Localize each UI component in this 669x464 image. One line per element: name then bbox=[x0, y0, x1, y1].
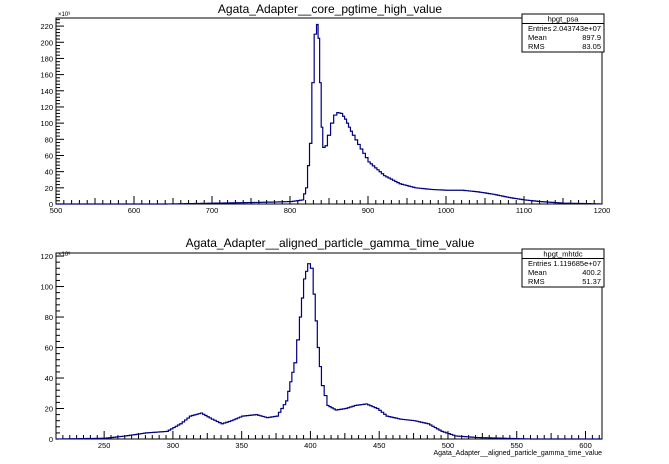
stats-row-value: 897.9 bbox=[582, 33, 601, 42]
stats-row-label: Mean bbox=[528, 33, 547, 42]
y-tick-label: 140 bbox=[40, 87, 53, 96]
y-tick-label: 100 bbox=[40, 283, 53, 292]
x-tick-label: 600 bbox=[579, 441, 592, 450]
y-tick-label: 100 bbox=[40, 119, 53, 128]
y-tick-label: 120 bbox=[40, 252, 53, 261]
x-tick-label: 450 bbox=[373, 441, 386, 450]
y-tick-label: 40 bbox=[45, 168, 53, 177]
x-tick-label: 800 bbox=[284, 206, 297, 215]
x-tick-label: 700 bbox=[206, 206, 219, 215]
y-exponent-bottom: ×10³ bbox=[58, 252, 70, 258]
stats-row-value: 83.05 bbox=[582, 42, 601, 51]
histogram-series-top bbox=[56, 23, 603, 205]
x-tick-label: 550 bbox=[510, 441, 523, 450]
x-tick-label: 500 bbox=[50, 206, 63, 215]
y-tick-label: 120 bbox=[40, 103, 53, 112]
histogram-series-bottom bbox=[56, 263, 602, 440]
y-tick-label: 0 bbox=[49, 200, 53, 209]
x-tick-label: 1100 bbox=[516, 206, 532, 215]
y-axis-bottom: 0 20 40 60 80 100 120 bbox=[40, 252, 64, 444]
y-tick-label: 0 bbox=[49, 435, 53, 444]
plot-frame-top bbox=[55, 17, 603, 205]
y-tick-label: 200 bbox=[40, 38, 53, 47]
stats-row-label: RMS bbox=[528, 42, 545, 51]
y-tick-label: 80 bbox=[45, 135, 53, 144]
x-tick-label: 600 bbox=[128, 206, 141, 215]
panel-bottom: Agata_Adapter__aligned_particle_gamma_ti… bbox=[40, 236, 605, 457]
panel-top: Agata_Adapter__core_pgtime_high_value 0 2… bbox=[40, 2, 610, 215]
x-axis-label-bottom: Agata_Adapter__aligned_particle_gamma_ti… bbox=[433, 450, 602, 457]
chart-title-top: Agata_Adapter__core_pgtime_high_value bbox=[218, 2, 442, 16]
stats-row-label: Entries bbox=[528, 259, 552, 268]
stats-box-name: hpgt_mhtdc bbox=[543, 250, 582, 259]
y-tick-label: 20 bbox=[45, 184, 53, 193]
stats-row-label: Entries bbox=[528, 24, 552, 33]
y-tick-label: 60 bbox=[45, 151, 53, 160]
stats-row-label: Mean bbox=[528, 268, 547, 277]
stats-row-value: 51.37 bbox=[582, 277, 601, 286]
stats-box-name: hpgt_psa bbox=[548, 15, 580, 24]
x-tick-label: 500 bbox=[442, 441, 455, 450]
x-tick-label: 1000 bbox=[438, 206, 455, 215]
x-tick-label: 400 bbox=[304, 441, 317, 450]
y-tick-label: 180 bbox=[40, 54, 53, 63]
stats-row-value: 400.2 bbox=[582, 268, 601, 277]
x-axis-top: 500 600 700 800 900 1000 1100 1200 bbox=[50, 196, 611, 215]
stats-box-frame bbox=[521, 248, 605, 288]
chart-title-bottom: Agata_Adapter__aligned_particle_gamma_ti… bbox=[186, 236, 475, 250]
plot-frame-bottom bbox=[55, 252, 603, 440]
x-tick-label: 300 bbox=[167, 441, 180, 450]
y-tick-label: 220 bbox=[40, 22, 53, 31]
x-tick-label: 250 bbox=[98, 441, 111, 450]
stats-row-value: 2.043743e+07 bbox=[553, 24, 601, 33]
x-tick-label: 350 bbox=[235, 441, 248, 450]
y-axis-top: 0 20 40 60 80 100 120 140 160 180 200 220 bbox=[40, 19, 64, 209]
y-tick-label: 160 bbox=[40, 71, 53, 80]
x-tick-label: 900 bbox=[362, 206, 375, 215]
x-tick-label: 1200 bbox=[594, 206, 611, 215]
stats-row-label: RMS bbox=[528, 277, 545, 286]
y-tick-label: 20 bbox=[45, 405, 53, 414]
y-tick-label: 60 bbox=[45, 344, 53, 353]
y-tick-label: 80 bbox=[45, 313, 53, 322]
y-exponent-top: ×10³ bbox=[58, 12, 70, 18]
stats-box-frame bbox=[521, 13, 605, 53]
y-tick-label: 40 bbox=[45, 374, 53, 383]
stats-row-value: 1.119685e+07 bbox=[553, 259, 601, 268]
